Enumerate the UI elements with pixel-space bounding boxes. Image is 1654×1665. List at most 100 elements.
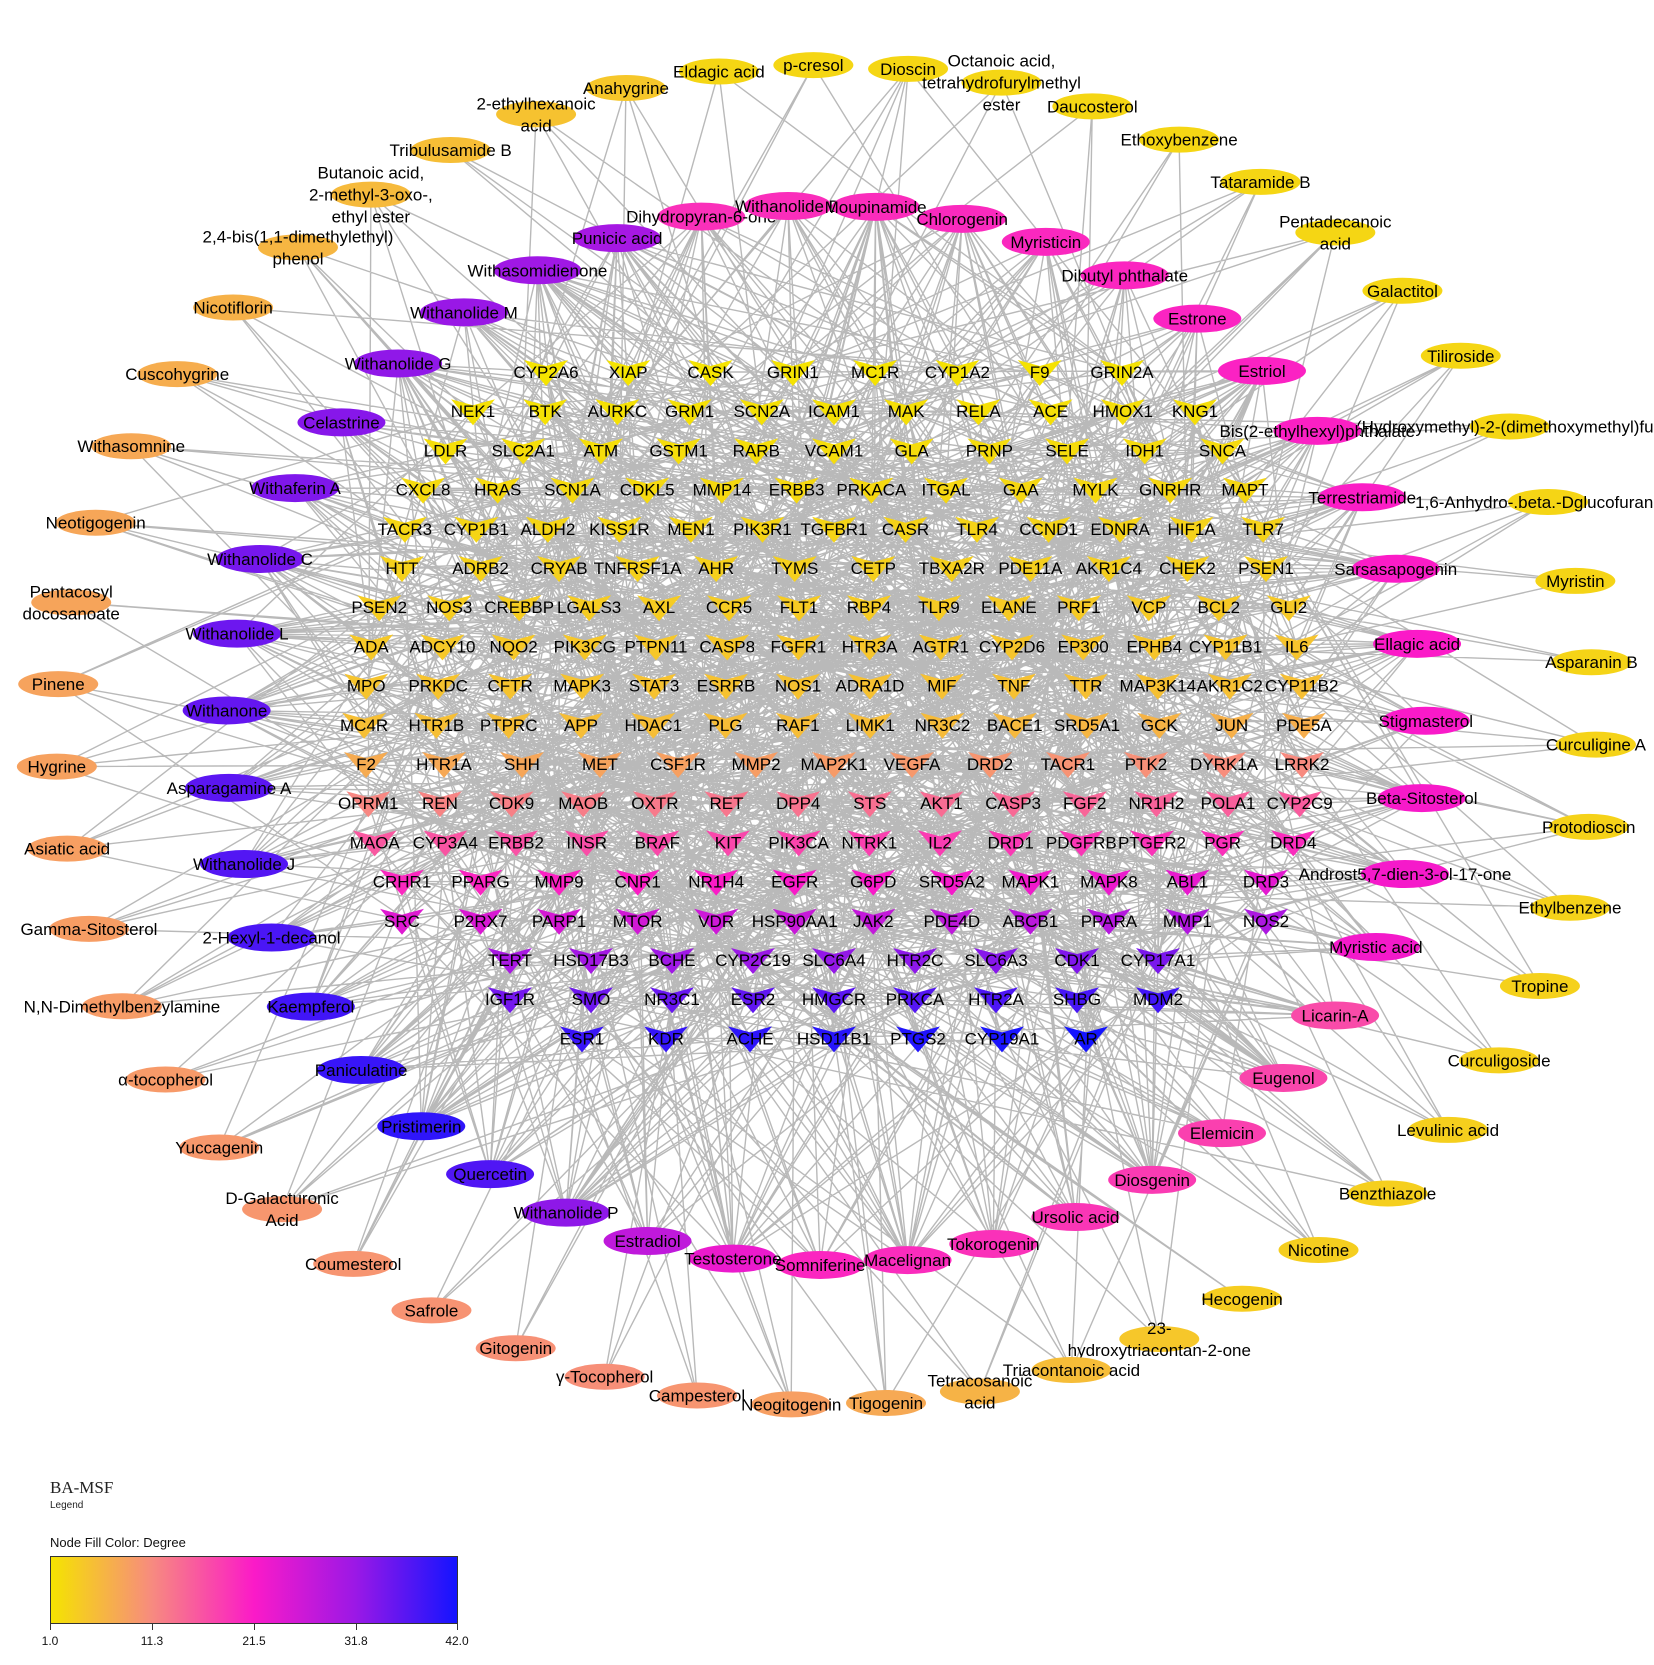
target-marker bbox=[1274, 634, 1319, 661]
legend-tick-label: 42.0 bbox=[445, 1634, 469, 1648]
target-label: CCR5 bbox=[706, 598, 752, 617]
target-label: ATM bbox=[584, 441, 619, 460]
compound-label: Tetracosanoic acid bbox=[927, 1371, 1032, 1412]
compound-label: Androst5,7-dien-3-ol-17-one bbox=[1299, 865, 1512, 884]
target-node: GAA bbox=[998, 477, 1043, 504]
target-marker bbox=[694, 556, 739, 582]
compound-label: Dioscin bbox=[880, 60, 936, 79]
compound-label: Somniferine bbox=[775, 1256, 866, 1275]
target-label: P2RX7 bbox=[454, 912, 508, 931]
target-marker bbox=[1098, 516, 1143, 543]
compound-node: Androst5,7-dien-3-ol-17-one bbox=[1299, 860, 1512, 889]
target-marker bbox=[560, 673, 605, 700]
target-label: SLC6A4 bbox=[802, 951, 865, 970]
target-node: TYMS bbox=[771, 556, 818, 582]
target-marker bbox=[734, 438, 779, 465]
compound-ellipse bbox=[446, 1160, 535, 1189]
target-label: TYMS bbox=[771, 559, 818, 578]
target-label: CASP8 bbox=[699, 637, 755, 656]
target-marker bbox=[357, 595, 402, 622]
target-marker bbox=[974, 948, 1018, 974]
target-label: LGALS3 bbox=[557, 598, 621, 617]
compound-ellipse bbox=[125, 1066, 206, 1093]
target-node: SMO bbox=[569, 987, 613, 1014]
target-marker bbox=[1124, 752, 1168, 778]
target-label: HSP90AA1 bbox=[752, 912, 838, 931]
compound-label: Eldagic acid bbox=[673, 63, 765, 82]
target-label: TGFBR1 bbox=[800, 520, 867, 539]
target-label: CDK9 bbox=[489, 794, 534, 813]
target-node: MIF bbox=[919, 673, 964, 700]
legend-gradient-bar bbox=[50, 1556, 458, 1624]
target-label: NR3C1 bbox=[644, 990, 700, 1009]
target-marker bbox=[656, 752, 700, 778]
compound-ellipse bbox=[1217, 356, 1306, 385]
target-marker bbox=[848, 712, 893, 739]
target-node: NR3C1 bbox=[644, 987, 700, 1014]
compound-label: Withanolide J bbox=[193, 855, 295, 874]
target-marker bbox=[694, 869, 739, 896]
target-node: TERT bbox=[488, 948, 532, 974]
target-label: SRD5A2 bbox=[919, 873, 985, 892]
target-label: PTGS2 bbox=[890, 1029, 946, 1048]
target-marker bbox=[703, 712, 748, 739]
compound-node: 1,6-Anhydro-.beta.-Dglucofuranose bbox=[1415, 488, 1654, 515]
compound-node: Eldagic acid bbox=[673, 58, 765, 85]
target-label: HDAC1 bbox=[624, 716, 682, 735]
target-label: MAPK3 bbox=[553, 677, 611, 696]
target-marker bbox=[615, 556, 660, 582]
target-node: ABL1 bbox=[1165, 869, 1210, 896]
target-label: MAOA bbox=[350, 833, 401, 852]
target-label: PLG bbox=[709, 716, 743, 735]
target-marker bbox=[967, 438, 1012, 465]
target-label: AURKC bbox=[588, 402, 648, 421]
compound-node: Withanolide C bbox=[207, 544, 313, 573]
target-marker bbox=[890, 752, 934, 778]
target-label: VCAM1 bbox=[805, 441, 864, 460]
target-marker bbox=[427, 595, 472, 622]
legend-subtitle: Legend bbox=[50, 1500, 84, 1511]
target-node: DRD3 bbox=[1243, 869, 1289, 896]
target-node: HTT bbox=[380, 556, 424, 582]
target-marker bbox=[525, 516, 570, 543]
compound-label: Ursolic acid bbox=[1031, 1208, 1119, 1227]
compound-node: Pinene bbox=[18, 671, 99, 698]
target-node: CETP bbox=[851, 556, 896, 582]
target-label: GCK bbox=[1141, 716, 1179, 735]
compound-ellipse bbox=[193, 619, 282, 648]
target-node: CYP19A1 bbox=[965, 1026, 1039, 1053]
target-label: CYP1A2 bbox=[925, 363, 990, 382]
target-node: CRHR1 bbox=[373, 869, 431, 896]
target-node: MAP3K14 bbox=[1120, 673, 1196, 700]
compound-node: Quercetin bbox=[446, 1160, 535, 1189]
target-node: SLC6A4 bbox=[802, 948, 866, 974]
target-marker bbox=[774, 477, 819, 504]
target-marker bbox=[501, 438, 546, 465]
target-marker bbox=[989, 634, 1034, 661]
compound-ellipse bbox=[1360, 860, 1449, 889]
compound-label: 2-ethylhexanoic acid bbox=[477, 94, 597, 135]
target-label: NR1H2 bbox=[1129, 794, 1185, 813]
target-marker bbox=[918, 634, 963, 661]
target-node: NOS1 bbox=[775, 673, 821, 700]
compound-node: Withasomidienone bbox=[468, 256, 607, 285]
target-marker bbox=[731, 987, 775, 1014]
compound-label: Dihydropyran-6-one bbox=[626, 208, 776, 227]
target-node: APP bbox=[558, 712, 603, 739]
target-marker bbox=[569, 987, 613, 1014]
compound-label: Withanolide L bbox=[186, 625, 289, 644]
compound-ellipse bbox=[656, 1382, 737, 1409]
compound-label: 5-(Hydroxymethyl)-2-(dimethoxymethyl)fur… bbox=[1341, 418, 1654, 437]
compound-label: Myristic acid bbox=[1329, 938, 1423, 957]
compound-label: Chlorogenin bbox=[916, 210, 1008, 229]
target-marker bbox=[488, 987, 532, 1014]
target-marker bbox=[489, 791, 534, 818]
target-marker bbox=[1244, 869, 1288, 896]
target-label: PRKACA bbox=[836, 481, 907, 500]
target-marker bbox=[694, 908, 739, 935]
target-node: NR1H4 bbox=[688, 869, 744, 896]
compound-label: Benzthiazole bbox=[1339, 1184, 1436, 1203]
edge-lines bbox=[56, 64, 1597, 1405]
target-node: GRM1 bbox=[665, 399, 714, 426]
target-node: TGFBR1 bbox=[800, 516, 868, 543]
